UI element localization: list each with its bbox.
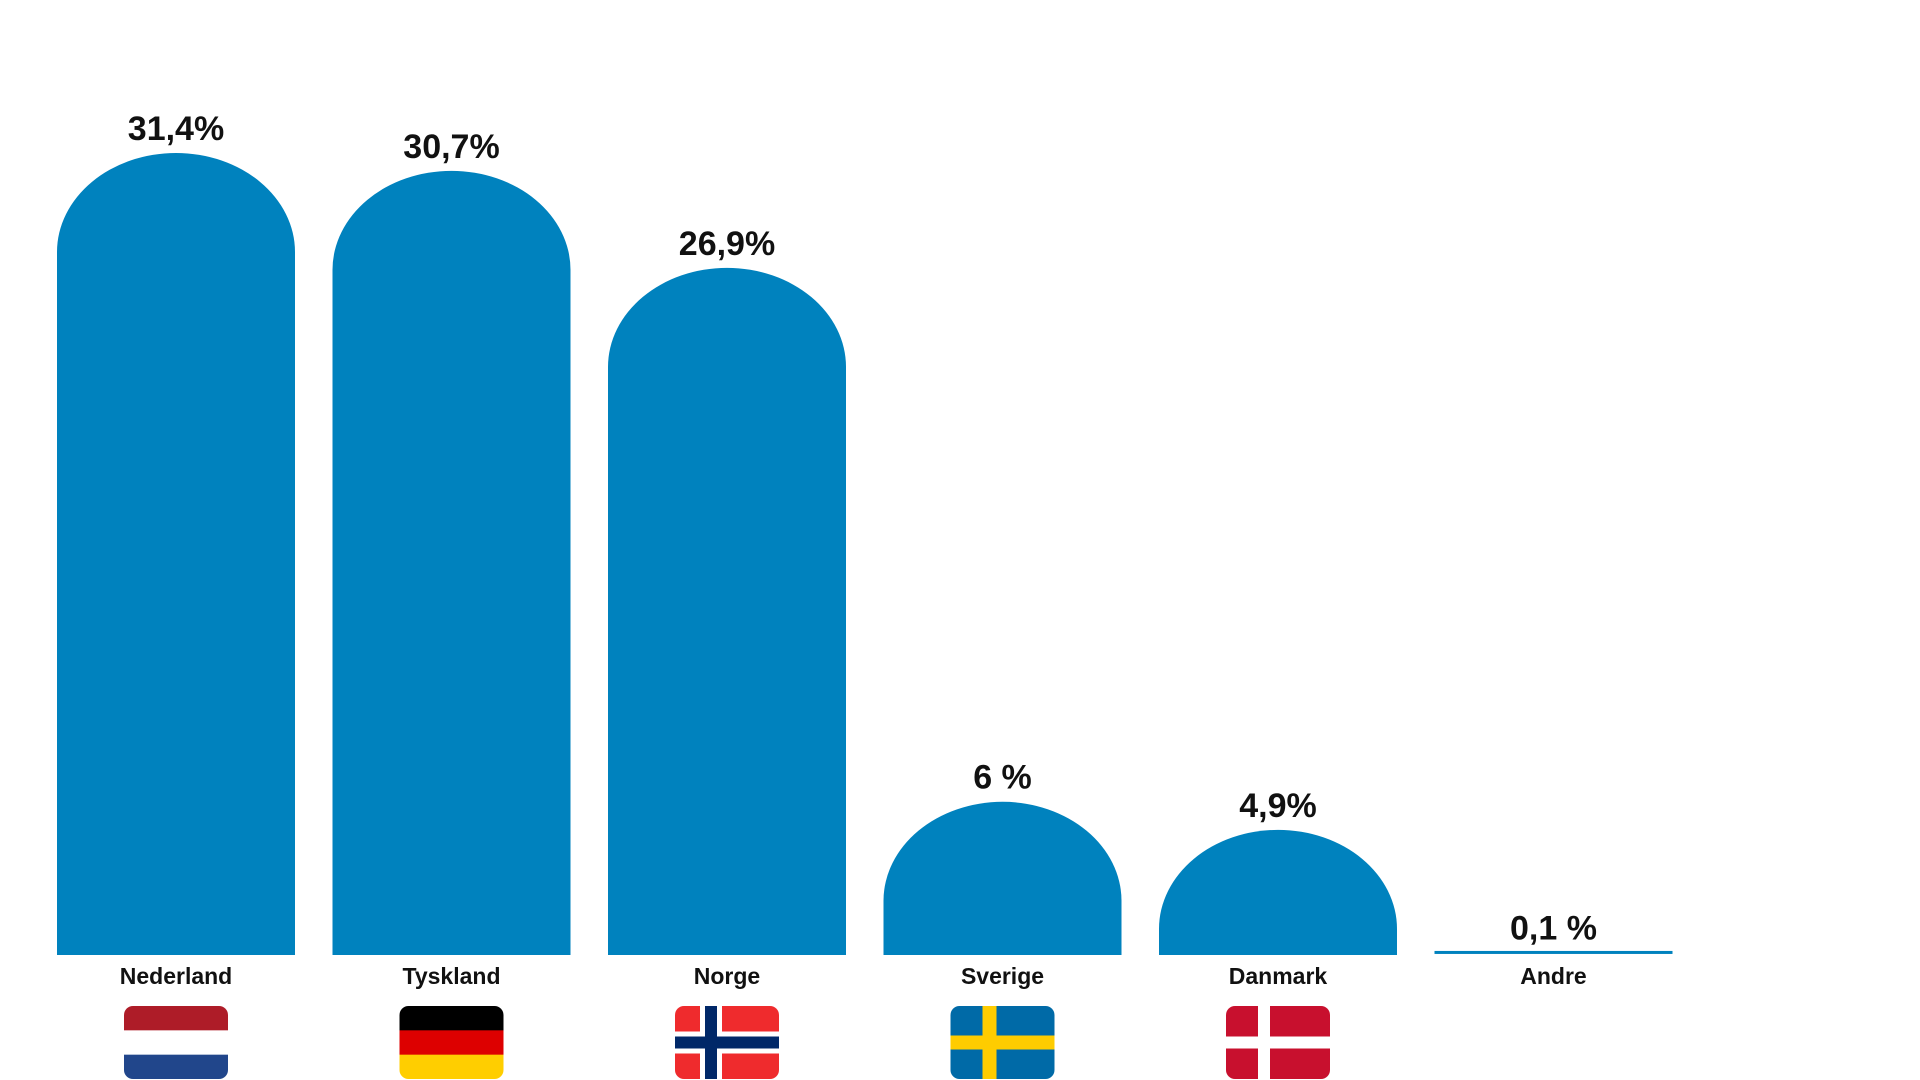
- bar: [1159, 829, 1397, 955]
- value-label: 30,7%: [403, 128, 499, 166]
- flag-stripe: [399, 1054, 504, 1079]
- flag-stripe: [399, 1006, 504, 1031]
- value-label: 6 %: [973, 759, 1032, 797]
- bar: [1434, 950, 1673, 954]
- value-label: 31,4%: [128, 110, 224, 148]
- bar: [883, 801, 1122, 955]
- x-tick-label: Tyskland: [403, 963, 501, 989]
- x-tick-label: Andre: [1520, 963, 1586, 989]
- flag: [950, 1006, 1055, 1079]
- value-label: 26,9%: [679, 225, 775, 263]
- flag-stripe: [399, 1030, 504, 1056]
- flag-stripe: [124, 1054, 228, 1079]
- x-tick-label: Norge: [694, 963, 760, 989]
- bar: [608, 267, 846, 955]
- flag-stripe: [124, 1030, 228, 1056]
- flag: [399, 1006, 504, 1079]
- flag: [124, 1006, 228, 1079]
- flag-cross: [675, 1036, 779, 1049]
- bar: [332, 170, 571, 955]
- flag-cross: [1226, 1036, 1330, 1049]
- flag-stripe: [124, 1006, 228, 1031]
- value-label: 0,1 %: [1510, 909, 1597, 947]
- flag: [1226, 1006, 1330, 1079]
- x-tick-label: Nederland: [120, 963, 232, 989]
- bar: [57, 152, 295, 955]
- value-label: 4,9%: [1239, 787, 1317, 825]
- x-tick-label: Danmark: [1229, 963, 1328, 989]
- flag-cross: [950, 1035, 1055, 1050]
- x-tick-label: Sverige: [961, 963, 1044, 989]
- flag: [675, 1006, 779, 1079]
